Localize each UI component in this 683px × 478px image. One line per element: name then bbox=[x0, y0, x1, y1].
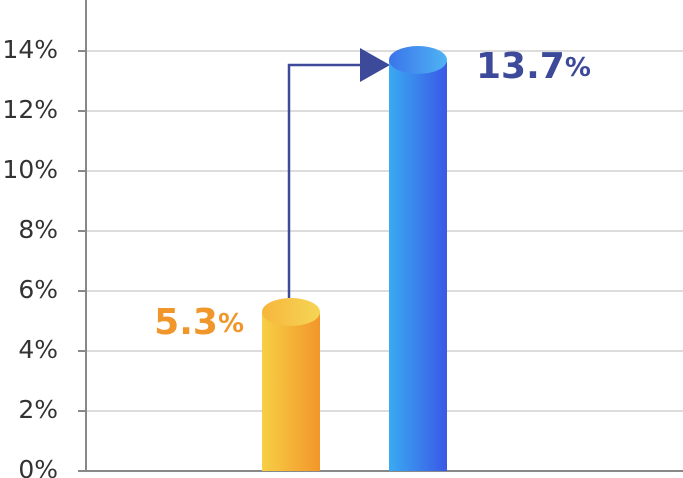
arrow-head bbox=[360, 48, 390, 82]
bar-top bbox=[389, 46, 447, 74]
y-tick-label: 12% bbox=[2, 95, 58, 124]
y-tick-label: 14% bbox=[2, 35, 58, 64]
y-tick-label: 10% bbox=[2, 155, 58, 184]
bar bbox=[262, 312, 320, 471]
bar-top bbox=[262, 298, 320, 326]
y-tick-label: 2% bbox=[18, 395, 58, 424]
value-label: 13.7% bbox=[476, 46, 591, 87]
value-label: 5.3% bbox=[154, 302, 244, 343]
y-tick-label: 0% bbox=[18, 455, 58, 478]
arrow-line bbox=[287, 63, 362, 298]
y-tick-label: 4% bbox=[18, 335, 58, 364]
y-tick-label: 8% bbox=[18, 215, 58, 244]
bar bbox=[389, 60, 447, 471]
y-tick-label: 6% bbox=[18, 275, 58, 304]
